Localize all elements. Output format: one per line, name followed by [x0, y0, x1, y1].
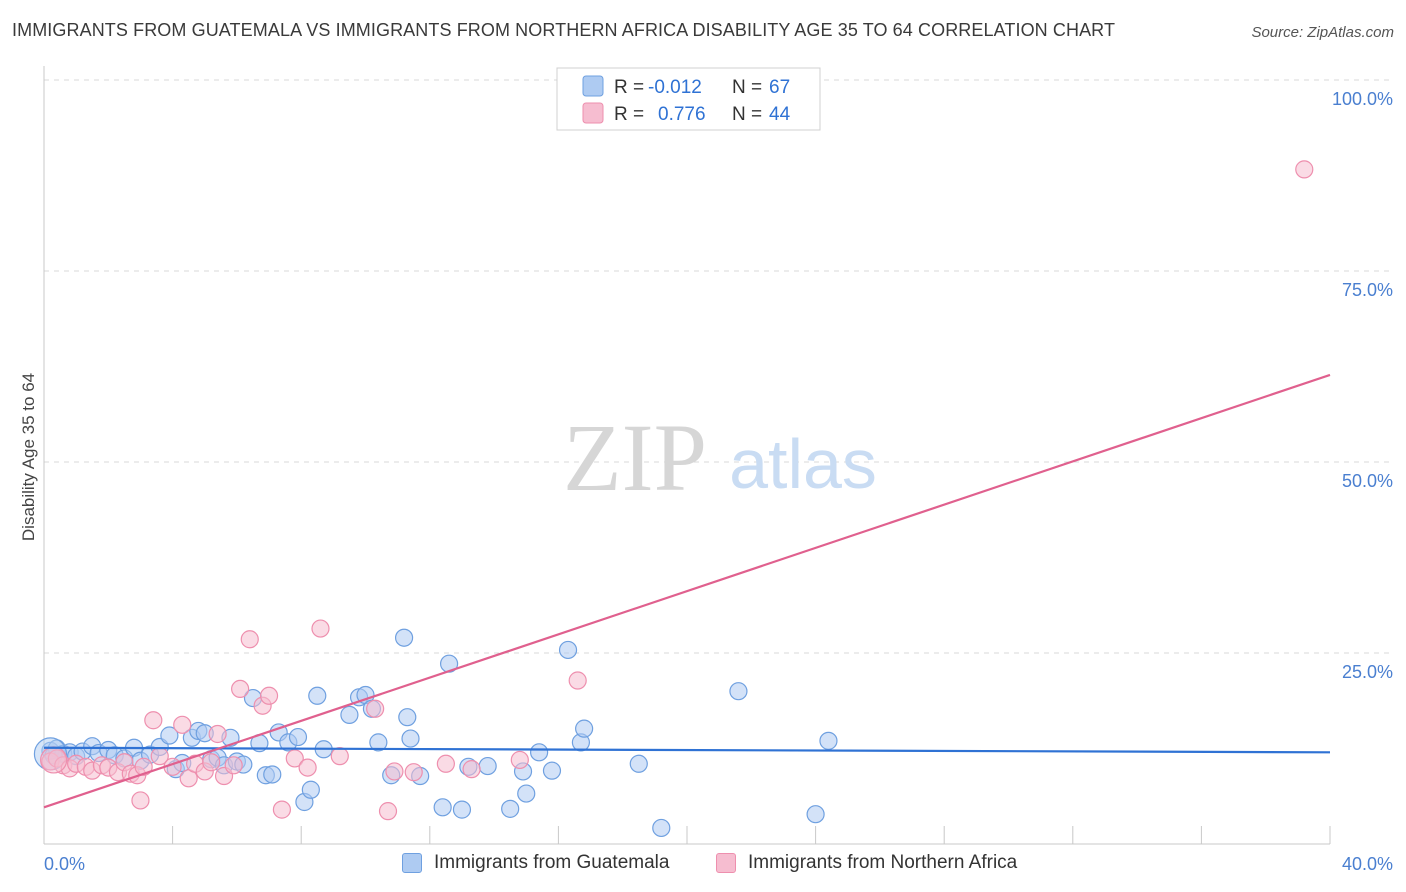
chart-title: IMMIGRANTS FROM GUATEMALA VS IMMIGRANTS …: [12, 20, 1116, 40]
data-point-guatemala: [542, 761, 562, 780]
series-northern-africa-points: [40, 160, 1314, 821]
data-point-guatemala: [575, 719, 594, 738]
y-axis-label: Disability Age 35 to 64: [19, 373, 38, 541]
y-tick-label: 25.0%: [1342, 662, 1393, 682]
x-tick-labels: 0.0% 40.0%: [44, 854, 1393, 874]
data-point-northern-africa: [259, 686, 279, 705]
data-point-northern-africa: [144, 711, 163, 730]
data-point-northern-africa: [385, 762, 404, 781]
trend-line-guatemala: [43, 746, 1331, 754]
data-point-guatemala: [452, 800, 472, 819]
data-point-guatemala: [819, 731, 838, 750]
data-point-guatemala: [558, 640, 578, 660]
watermark-zip: ZIP: [563, 404, 707, 511]
data-point-northern-africa: [173, 715, 192, 734]
data-point-northern-africa: [311, 619, 330, 638]
y-tick-label: 100.0%: [1332, 89, 1393, 109]
data-point-guatemala: [652, 818, 671, 838]
watermark: ZIP atlas: [563, 404, 877, 511]
watermark-atlas: atlas: [729, 425, 877, 503]
legend-bottom: Immigrants from Guatemala Immigrants fro…: [0, 848, 1406, 880]
source-label: Source: ZipAtlas.com: [1251, 24, 1394, 41]
grid-lines: [44, 79, 1390, 654]
data-point-guatemala: [401, 729, 420, 748]
data-point-northern-africa: [330, 747, 349, 766]
data-point-guatemala: [160, 726, 179, 745]
data-point-northern-africa: [462, 760, 481, 779]
x-tick-label: 40.0%: [1342, 854, 1393, 874]
data-point-northern-africa: [568, 671, 587, 690]
data-point-northern-africa: [285, 749, 304, 768]
legend-top-swatch-blue: [582, 75, 604, 97]
legend-n-label: N =: [732, 104, 762, 125]
data-point-northern-africa: [366, 699, 385, 718]
data-point-guatemala: [501, 799, 520, 818]
legend-label-guatemala: Immigrants from Guatemala: [434, 852, 670, 873]
data-point-guatemala: [729, 682, 748, 701]
legend-r-label: R =: [614, 77, 644, 98]
legend-n-label: N =: [732, 77, 762, 98]
data-point-cluster-northern-africa: [40, 746, 68, 774]
data-point-guatemala: [398, 708, 417, 727]
data-point-guatemala: [369, 733, 388, 752]
legend-top: R = -0.012 N = 67 R = 0.776 N = 44: [556, 67, 821, 131]
legend-r-value: 0.776: [658, 104, 706, 125]
data-point-northern-africa: [298, 758, 317, 777]
legend-n-value: 44: [769, 104, 791, 125]
legend-swatch-pink: [716, 853, 736, 873]
data-point-guatemala: [629, 754, 648, 773]
data-point-guatemala: [263, 765, 282, 784]
trend-line-northern-africa: [43, 373, 1331, 809]
data-point-northern-africa: [436, 754, 455, 773]
trend-lines: [43, 373, 1331, 809]
data-point-northern-africa: [202, 753, 221, 772]
data-point-northern-africa: [231, 679, 250, 699]
legend-top-swatch-pink: [582, 102, 604, 124]
data-point-northern-africa: [134, 757, 153, 776]
legend-item-northern-africa: Immigrants from Northern Africa: [716, 852, 1017, 874]
data-point-guatemala: [806, 805, 825, 824]
data-point-guatemala: [517, 784, 536, 803]
data-point-guatemala: [394, 628, 414, 647]
data-point-guatemala: [433, 798, 452, 817]
y-tick-label: 50.0%: [1342, 471, 1393, 491]
data-point-northern-africa: [404, 763, 423, 782]
data-point-northern-africa: [131, 791, 150, 810]
data-point-northern-africa: [208, 724, 227, 744]
data-point-guatemala: [308, 686, 327, 705]
data-point-northern-africa: [224, 756, 243, 775]
data-point-guatemala: [340, 705, 359, 724]
x-tick-label: 0.0%: [44, 854, 85, 874]
data-point-northern-africa: [510, 750, 529, 770]
data-point-guatemala: [530, 743, 549, 762]
data-point-guatemala: [288, 727, 308, 747]
legend-r-label: R =: [614, 104, 644, 125]
series-guatemala-points: [33, 628, 838, 838]
legend-swatch-blue: [402, 853, 422, 873]
y-tick-label: 75.0%: [1342, 280, 1393, 300]
legend-label-northern-africa: Immigrants from Northern Africa: [748, 852, 1018, 873]
axes: [43, 66, 1331, 845]
legend-n-value: 67: [769, 77, 790, 98]
data-point-guatemala: [478, 756, 497, 776]
data-point-northern-africa: [240, 630, 259, 649]
data-point-northern-africa: [272, 800, 292, 819]
y-tick-labels: 25.0% 50.0% 75.0% 100.0%: [1332, 89, 1393, 682]
legend-r-value: -0.012: [648, 77, 702, 98]
data-point-guatemala: [301, 780, 320, 799]
legend-item-guatemala: Immigrants from Guatemala: [402, 852, 669, 874]
data-point-northern-africa: [378, 802, 398, 821]
data-point-northern-africa: [1295, 160, 1314, 179]
